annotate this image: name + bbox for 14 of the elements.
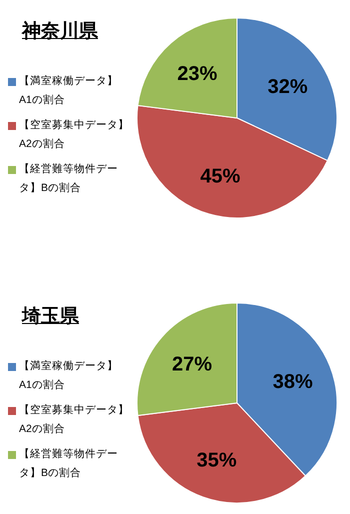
chart-title: 埼玉県 [22,305,79,329]
data-label: 38% [272,370,314,393]
chart-title: 神奈川県 [22,20,98,44]
legend-label: 【満室稼働データ】A1の割合 [19,74,119,108]
legend-label: 【満室稼働データ】A1の割合 [19,359,119,393]
data-label: 23% [177,62,218,85]
legend-label: 【経営難等物件データ】Bの割合 [19,447,119,481]
data-label: 27% [172,353,212,376]
legend-label: 【空室募集中データ】A2の割合 [19,118,130,152]
legend-label: 【経営難等物件データ】Bの割合 [19,162,119,196]
legend-label: 【空室募集中データ】A2の割合 [19,403,130,437]
data-label: 32% [268,76,308,98]
data-label: 45% [200,166,240,188]
data-label: 35% [196,449,237,472]
